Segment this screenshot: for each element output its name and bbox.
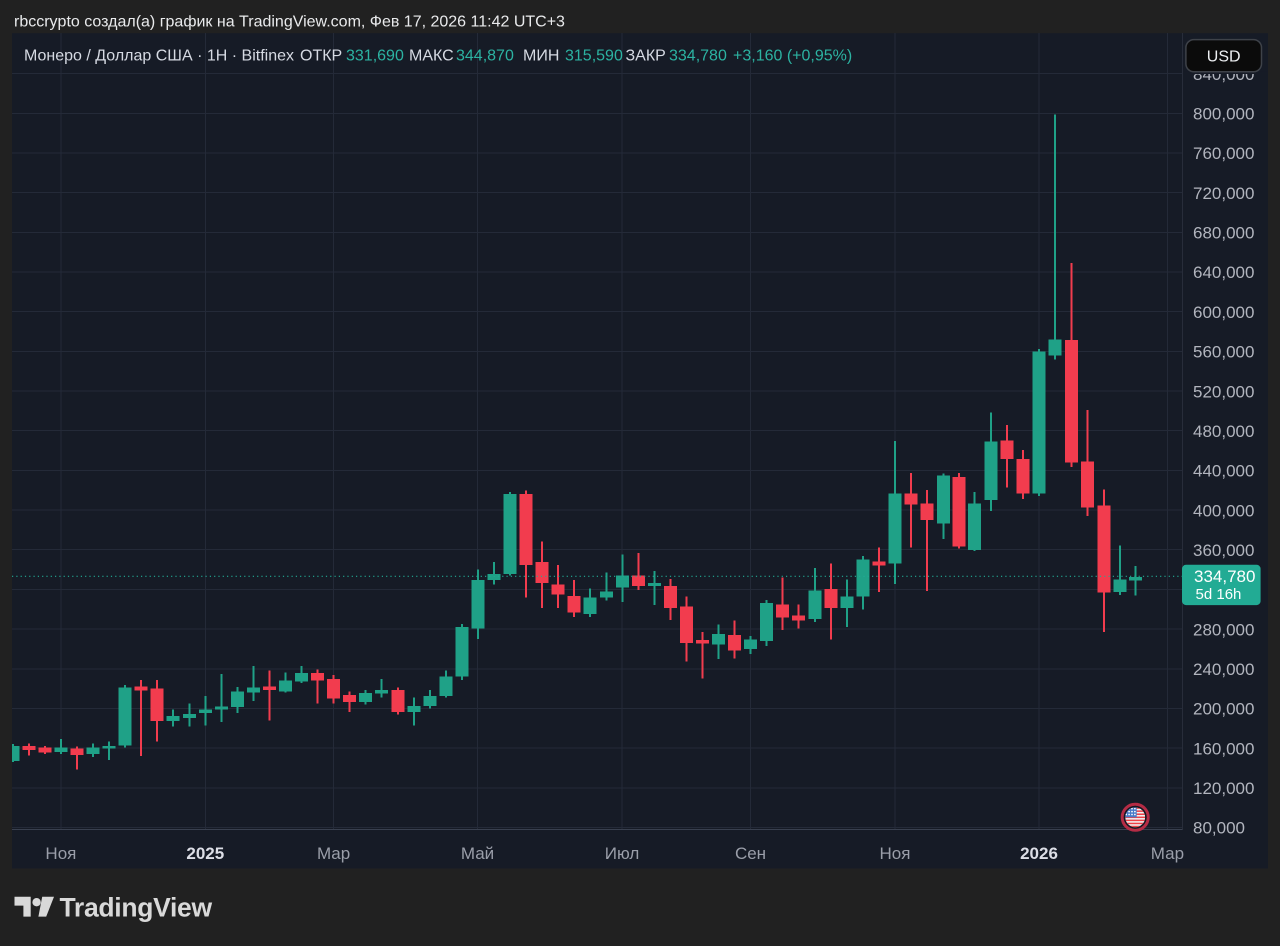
svg-text:Ноя: Ноя — [45, 844, 76, 863]
svg-text:120,000: 120,000 — [1193, 779, 1254, 798]
svg-text:2025: 2025 — [186, 844, 224, 863]
svg-text:5d 16h: 5d 16h — [1196, 586, 1242, 603]
svg-text:480,000: 480,000 — [1193, 422, 1254, 441]
svg-text:560,000: 560,000 — [1193, 343, 1254, 362]
svg-text:Сен: Сен — [735, 844, 766, 863]
svg-text:400,000: 400,000 — [1193, 501, 1254, 520]
svg-text:640,000: 640,000 — [1193, 263, 1254, 282]
svg-text:Мар: Мар — [317, 844, 350, 863]
svg-text:Мар: Мар — [1151, 844, 1184, 863]
svg-text:2026: 2026 — [1020, 844, 1058, 863]
svg-text:315,590: 315,590 — [565, 48, 623, 65]
svg-text:Май: Май — [461, 844, 494, 863]
svg-text:Июл: Июл — [605, 844, 640, 863]
svg-text:200,000: 200,000 — [1193, 700, 1254, 719]
svg-text:rbccrypto создал(а) график на: rbccrypto создал(а) график на TradingVie… — [14, 14, 565, 31]
svg-text:МАКС: МАКС — [409, 48, 454, 65]
svg-text:+3,160 (+0,95%): +3,160 (+0,95%) — [733, 48, 852, 65]
svg-text:344,870: 344,870 — [456, 48, 514, 65]
svg-text:USD: USD — [1207, 49, 1241, 66]
svg-text:334,780: 334,780 — [669, 48, 727, 65]
svg-text:ЗАКР: ЗАКР — [626, 48, 666, 65]
svg-text:280,000: 280,000 — [1193, 620, 1254, 639]
svg-text:800,000: 800,000 — [1193, 105, 1254, 124]
svg-text:680,000: 680,000 — [1193, 224, 1254, 243]
svg-text:760,000: 760,000 — [1193, 144, 1254, 163]
svg-text:520,000: 520,000 — [1193, 382, 1254, 401]
svg-text:600,000: 600,000 — [1193, 303, 1254, 322]
svg-text:Ноя: Ноя — [880, 844, 911, 863]
svg-text:360,000: 360,000 — [1193, 541, 1254, 560]
svg-text:720,000: 720,000 — [1193, 184, 1254, 203]
svg-text:240,000: 240,000 — [1193, 660, 1254, 679]
svg-text:440,000: 440,000 — [1193, 462, 1254, 481]
svg-text:160,000: 160,000 — [1193, 739, 1254, 758]
svg-text:Монеро / Доллар США · 1Н · Bit: Монеро / Доллар США · 1Н · Bitfinex — [24, 48, 294, 65]
svg-text:80,000: 80,000 — [1193, 819, 1245, 838]
svg-text:TradingView: TradingView — [60, 893, 213, 923]
svg-text:МИН: МИН — [523, 48, 559, 65]
svg-text:334,780: 334,780 — [1194, 567, 1255, 586]
svg-text:ОТКР: ОТКР — [300, 48, 342, 65]
svg-text:331,690: 331,690 — [346, 48, 404, 65]
